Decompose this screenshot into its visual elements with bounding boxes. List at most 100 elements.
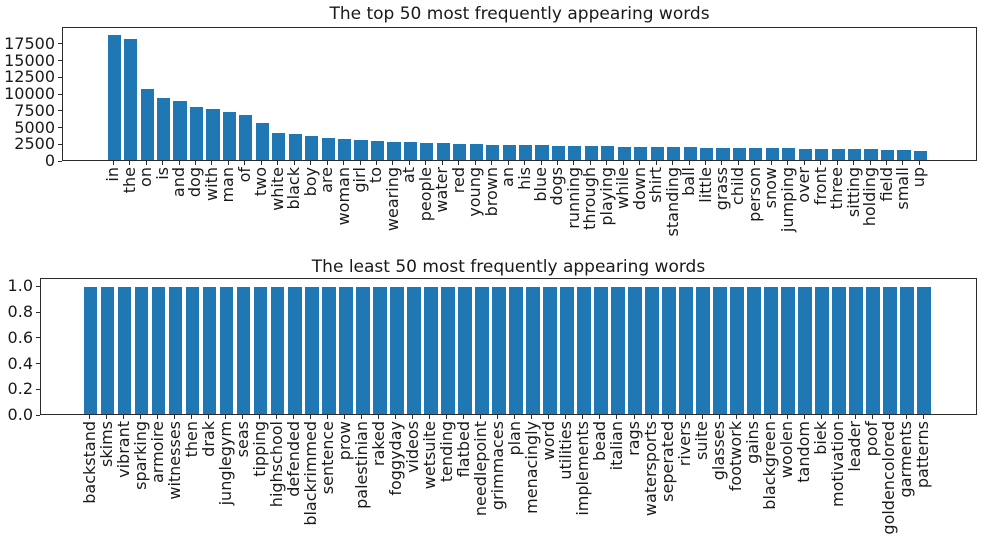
tick-mark bbox=[871, 415, 873, 419]
bar-slot bbox=[205, 28, 221, 160]
x-tick-label: menacingly bbox=[521, 421, 541, 514]
bar-slot bbox=[99, 279, 116, 414]
tick-mark bbox=[344, 415, 346, 419]
tick-mark bbox=[277, 161, 279, 165]
bar-sitting bbox=[848, 149, 862, 160]
tick-mark bbox=[886, 161, 888, 165]
bar-slot bbox=[221, 28, 237, 160]
y-tick: 0.6 bbox=[8, 329, 40, 346]
bar-slot bbox=[912, 28, 928, 160]
x-tick: over bbox=[794, 161, 813, 236]
bar-slot bbox=[422, 279, 439, 414]
tick-mark bbox=[58, 76, 62, 78]
bar-blackrimmed bbox=[304, 287, 319, 414]
x-tick: grass bbox=[712, 161, 731, 236]
bar-young bbox=[469, 144, 483, 160]
x-tick-label: drak bbox=[198, 421, 218, 457]
bar-tending bbox=[441, 287, 455, 414]
x-tick: junglegym bbox=[215, 415, 235, 535]
x-tick: goldencolored bbox=[879, 415, 898, 535]
tick-mark bbox=[112, 161, 114, 165]
x-tick-label: an bbox=[498, 167, 518, 187]
bar-wearing bbox=[387, 141, 401, 160]
bar-slot bbox=[695, 279, 712, 414]
x-tick-label: on bbox=[136, 167, 156, 187]
tick-mark bbox=[531, 415, 533, 419]
x-tick: with bbox=[202, 161, 221, 236]
x-tick: up bbox=[909, 161, 928, 236]
y-tick-label: 12500 bbox=[4, 67, 55, 87]
x-tick: small bbox=[893, 161, 912, 236]
bars bbox=[106, 28, 929, 160]
x-tick-label: in bbox=[103, 167, 123, 182]
bar-slot bbox=[320, 279, 337, 414]
bar-woolen bbox=[781, 287, 795, 414]
x-tick-label: watersports bbox=[641, 421, 661, 517]
bar-slot bbox=[550, 28, 566, 160]
tick-mark bbox=[310, 415, 312, 419]
bar-standing bbox=[667, 147, 681, 160]
x-axis: in the on is and dog with man of two white black boy… bbox=[103, 161, 928, 236]
bar-small bbox=[897, 150, 911, 160]
x-tick: sentence bbox=[318, 415, 337, 535]
tick-mark bbox=[837, 415, 839, 419]
bar-are bbox=[321, 137, 335, 160]
bar-playing bbox=[601, 146, 615, 160]
bar-person bbox=[749, 148, 763, 160]
y-tick: 2500 bbox=[14, 136, 62, 152]
x-tick: leader bbox=[845, 415, 864, 535]
plot-area bbox=[62, 27, 977, 161]
bar-boy bbox=[305, 136, 319, 160]
y-tick-label: 10000 bbox=[4, 84, 55, 103]
x-tick-label: skims bbox=[96, 421, 116, 467]
bar-sentence bbox=[321, 287, 336, 414]
tick-mark bbox=[208, 415, 210, 419]
y-tick-label: 0.2 bbox=[7, 379, 33, 399]
tick-mark bbox=[573, 161, 575, 165]
bar-slot bbox=[419, 28, 435, 160]
chart-title: The least 50 most frequently appearing w… bbox=[311, 257, 706, 277]
y-tick-label: 7500 bbox=[14, 100, 55, 120]
x-tick: field bbox=[877, 161, 896, 236]
x-tick: dogs bbox=[547, 161, 566, 236]
bar-slot bbox=[575, 279, 592, 414]
x-tick: tandom bbox=[794, 415, 813, 535]
tick-mark bbox=[599, 415, 601, 419]
bar-slot bbox=[235, 279, 252, 414]
x-tick-label: while bbox=[613, 167, 633, 209]
bar-slot bbox=[813, 28, 829, 160]
bar-slot bbox=[592, 279, 609, 414]
x-tick-label: junglegym bbox=[215, 421, 235, 506]
bar-slot bbox=[139, 28, 155, 160]
bar-slot bbox=[764, 28, 780, 160]
tick-mark bbox=[589, 161, 591, 165]
x-tick: in bbox=[103, 161, 123, 236]
x-tick: armoire bbox=[148, 415, 167, 535]
tick-mark bbox=[639, 161, 641, 165]
x-tick: shirt bbox=[646, 161, 666, 236]
y-tick: 0.8 bbox=[8, 304, 40, 320]
tick-mark bbox=[556, 161, 558, 165]
x-tick-label: woolen bbox=[777, 421, 797, 479]
tick-mark bbox=[787, 161, 789, 165]
y-tick: 0 bbox=[45, 153, 62, 169]
tick-mark bbox=[378, 415, 380, 419]
x-tick: running bbox=[564, 161, 583, 236]
tick-mark bbox=[242, 415, 244, 419]
bar-slot bbox=[567, 28, 583, 160]
x-tick: girl bbox=[350, 161, 369, 236]
bar-the bbox=[124, 38, 138, 160]
bar-videos bbox=[407, 287, 421, 414]
x-tick-label: water bbox=[432, 167, 452, 213]
tick-mark bbox=[836, 161, 838, 165]
x-tick-label: through bbox=[580, 167, 600, 230]
bar-patterns bbox=[917, 287, 932, 414]
x-tick-label: shirt bbox=[646, 167, 666, 203]
x-tick: black bbox=[284, 161, 303, 236]
x-tick: foggyday bbox=[386, 415, 405, 535]
bar-on bbox=[140, 89, 154, 160]
bar-and bbox=[173, 101, 187, 160]
tick-mark bbox=[507, 161, 509, 165]
x-tick-label: patterns bbox=[913, 421, 933, 489]
x-tick: are bbox=[317, 161, 336, 236]
